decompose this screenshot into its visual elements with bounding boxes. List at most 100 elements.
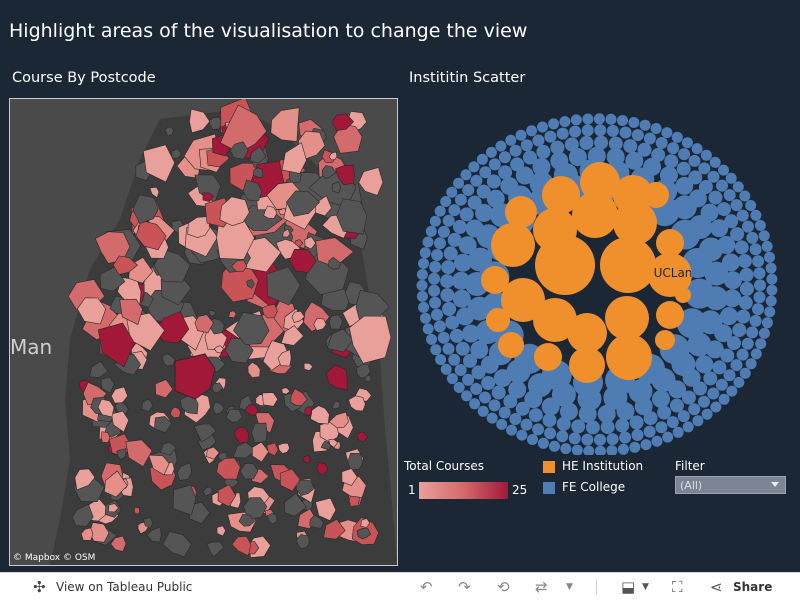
fe-college-bubble[interactable] (606, 445, 618, 455)
revert-icon[interactable]: ⟲ (497, 578, 510, 596)
fe-college-bubble[interactable] (734, 240, 749, 255)
fe-college-bubble[interactable] (651, 435, 663, 447)
fe-college-bubble[interactable] (605, 113, 617, 125)
fe-college-bubble[interactable] (700, 149, 712, 161)
fe-college-bubble[interactable] (655, 136, 668, 149)
fe-college-bubble[interactable] (662, 431, 674, 443)
fe-college-bubble[interactable] (442, 214, 455, 227)
fe-college-bubble[interactable] (532, 423, 545, 436)
fe-college-bubble[interactable] (766, 284, 778, 296)
fe-college-bubble[interactable] (442, 342, 455, 355)
fe-college-bubble[interactable] (688, 403, 701, 416)
fe-college-bubble[interactable] (755, 338, 767, 350)
postcode-area[interactable] (253, 167, 264, 178)
postcode-area[interactable] (189, 108, 211, 134)
postcode-area[interactable] (266, 512, 278, 525)
fe-college-bubble[interactable] (615, 418, 630, 433)
fe-college-bubble[interactable] (570, 114, 582, 126)
fe-college-bubble[interactable] (739, 367, 751, 379)
fe-college-bubble[interactable] (745, 358, 757, 370)
postcode-area[interactable] (331, 181, 342, 194)
postcode-area[interactable] (143, 517, 154, 529)
fe-college-bubble[interactable] (637, 142, 652, 157)
postcode-area[interactable] (216, 525, 226, 537)
fe-legend-label[interactable]: FE College (562, 480, 626, 494)
postcode-area[interactable] (148, 454, 170, 476)
postcode-area[interactable] (277, 349, 292, 367)
fe-college-bubble[interactable] (594, 135, 609, 150)
postcode-area[interactable] (100, 376, 115, 394)
he-institution-bubble[interactable] (656, 229, 684, 257)
fe-college-bubble[interactable] (666, 416, 679, 429)
fe-college-bubble[interactable] (556, 416, 571, 431)
fe-college-bubble[interactable] (606, 124, 619, 137)
fe-college-bubble[interactable] (688, 154, 701, 167)
fe-college-bubble[interactable] (687, 332, 712, 357)
fe-college-bubble[interactable] (537, 437, 549, 449)
fe-college-bubble[interactable] (761, 240, 773, 252)
postcode-area[interactable] (164, 126, 174, 137)
fe-college-bubble[interactable] (477, 405, 489, 417)
postcode-area[interactable] (281, 387, 291, 395)
postcode-area[interactable] (206, 446, 220, 460)
fe-college-bubble[interactable] (707, 387, 720, 400)
fe-college-bubble[interactable] (431, 249, 444, 261)
fe-college-bubble[interactable] (712, 360, 727, 375)
fe-college-bubble[interactable] (496, 418, 508, 430)
fe-college-bubble[interactable] (431, 308, 443, 321)
fe-college-bubble[interactable] (707, 170, 720, 183)
fe-college-bubble[interactable] (560, 443, 572, 455)
fe-college-bubble[interactable] (476, 153, 488, 165)
he-institution-bubble[interactable] (498, 332, 524, 358)
he-institution-bubble[interactable] (491, 223, 535, 267)
fe-college-bubble[interactable] (698, 162, 711, 175)
fe-college-bubble[interactable] (723, 271, 742, 290)
fe-college-bubble[interactable] (568, 148, 587, 167)
postcode-area[interactable] (263, 205, 278, 219)
fe-college-bubble[interactable] (623, 139, 638, 154)
fe-college-bubble[interactable] (485, 146, 497, 158)
he-institution-bubble[interactable] (655, 330, 675, 350)
fe-college-bubble[interactable] (742, 220, 754, 233)
redo-icon[interactable]: ↷ (458, 578, 471, 596)
fe-college-bubble[interactable] (736, 348, 749, 361)
tableau-logo-icon[interactable]: ✣ (33, 578, 46, 596)
he-institution-bubble[interactable] (648, 253, 692, 297)
postcode-area[interactable] (110, 535, 127, 553)
fe-college-bubble[interactable] (582, 113, 594, 125)
fe-college-bubble[interactable] (515, 401, 530, 416)
postcode-area[interactable] (219, 196, 250, 227)
postcode-area[interactable] (212, 401, 225, 415)
fe-college-bubble[interactable] (617, 443, 629, 455)
fe-college-bubble[interactable] (754, 219, 766, 231)
postcode-map[interactable]: Man © Mapbox © OSM (9, 98, 398, 566)
he-institution-bubble[interactable] (501, 278, 545, 322)
fe-college-bubble[interactable] (710, 219, 729, 238)
fullscreen-icon[interactable]: ⛶ (672, 578, 683, 596)
refresh-icon[interactable]: ⇄ (535, 578, 548, 596)
postcode-area[interactable] (347, 452, 364, 471)
postcode-area[interactable] (249, 145, 267, 164)
he-institution-bubble[interactable] (481, 266, 509, 294)
fe-college-bubble[interactable] (527, 434, 538, 445)
postcode-area[interactable] (303, 362, 314, 371)
fe-college-bubble[interactable] (462, 324, 480, 343)
fe-college-bubble[interactable] (681, 390, 696, 405)
fe-college-bubble[interactable] (739, 281, 754, 296)
postcode-area[interactable] (155, 379, 174, 399)
chevron-down-icon[interactable]: ▼ (642, 582, 649, 592)
postcode-area[interactable] (281, 142, 307, 174)
fe-college-bubble[interactable] (434, 205, 446, 217)
fe-college-bubble[interactable] (509, 413, 522, 425)
postcode-area[interactable] (211, 382, 224, 393)
he-institution-bubble[interactable] (533, 298, 577, 342)
fe-college-bubble[interactable] (643, 132, 656, 145)
fe-college-bubble[interactable] (532, 134, 545, 147)
postcode-area[interactable] (244, 404, 259, 417)
fe-college-bubble[interactable] (715, 378, 728, 391)
fe-college-bubble[interactable] (476, 184, 491, 199)
fe-college-bubble[interactable] (720, 348, 735, 363)
postcode-area[interactable] (266, 442, 279, 457)
postcode-area[interactable] (231, 259, 248, 273)
fe-college-bubble[interactable] (488, 399, 501, 412)
